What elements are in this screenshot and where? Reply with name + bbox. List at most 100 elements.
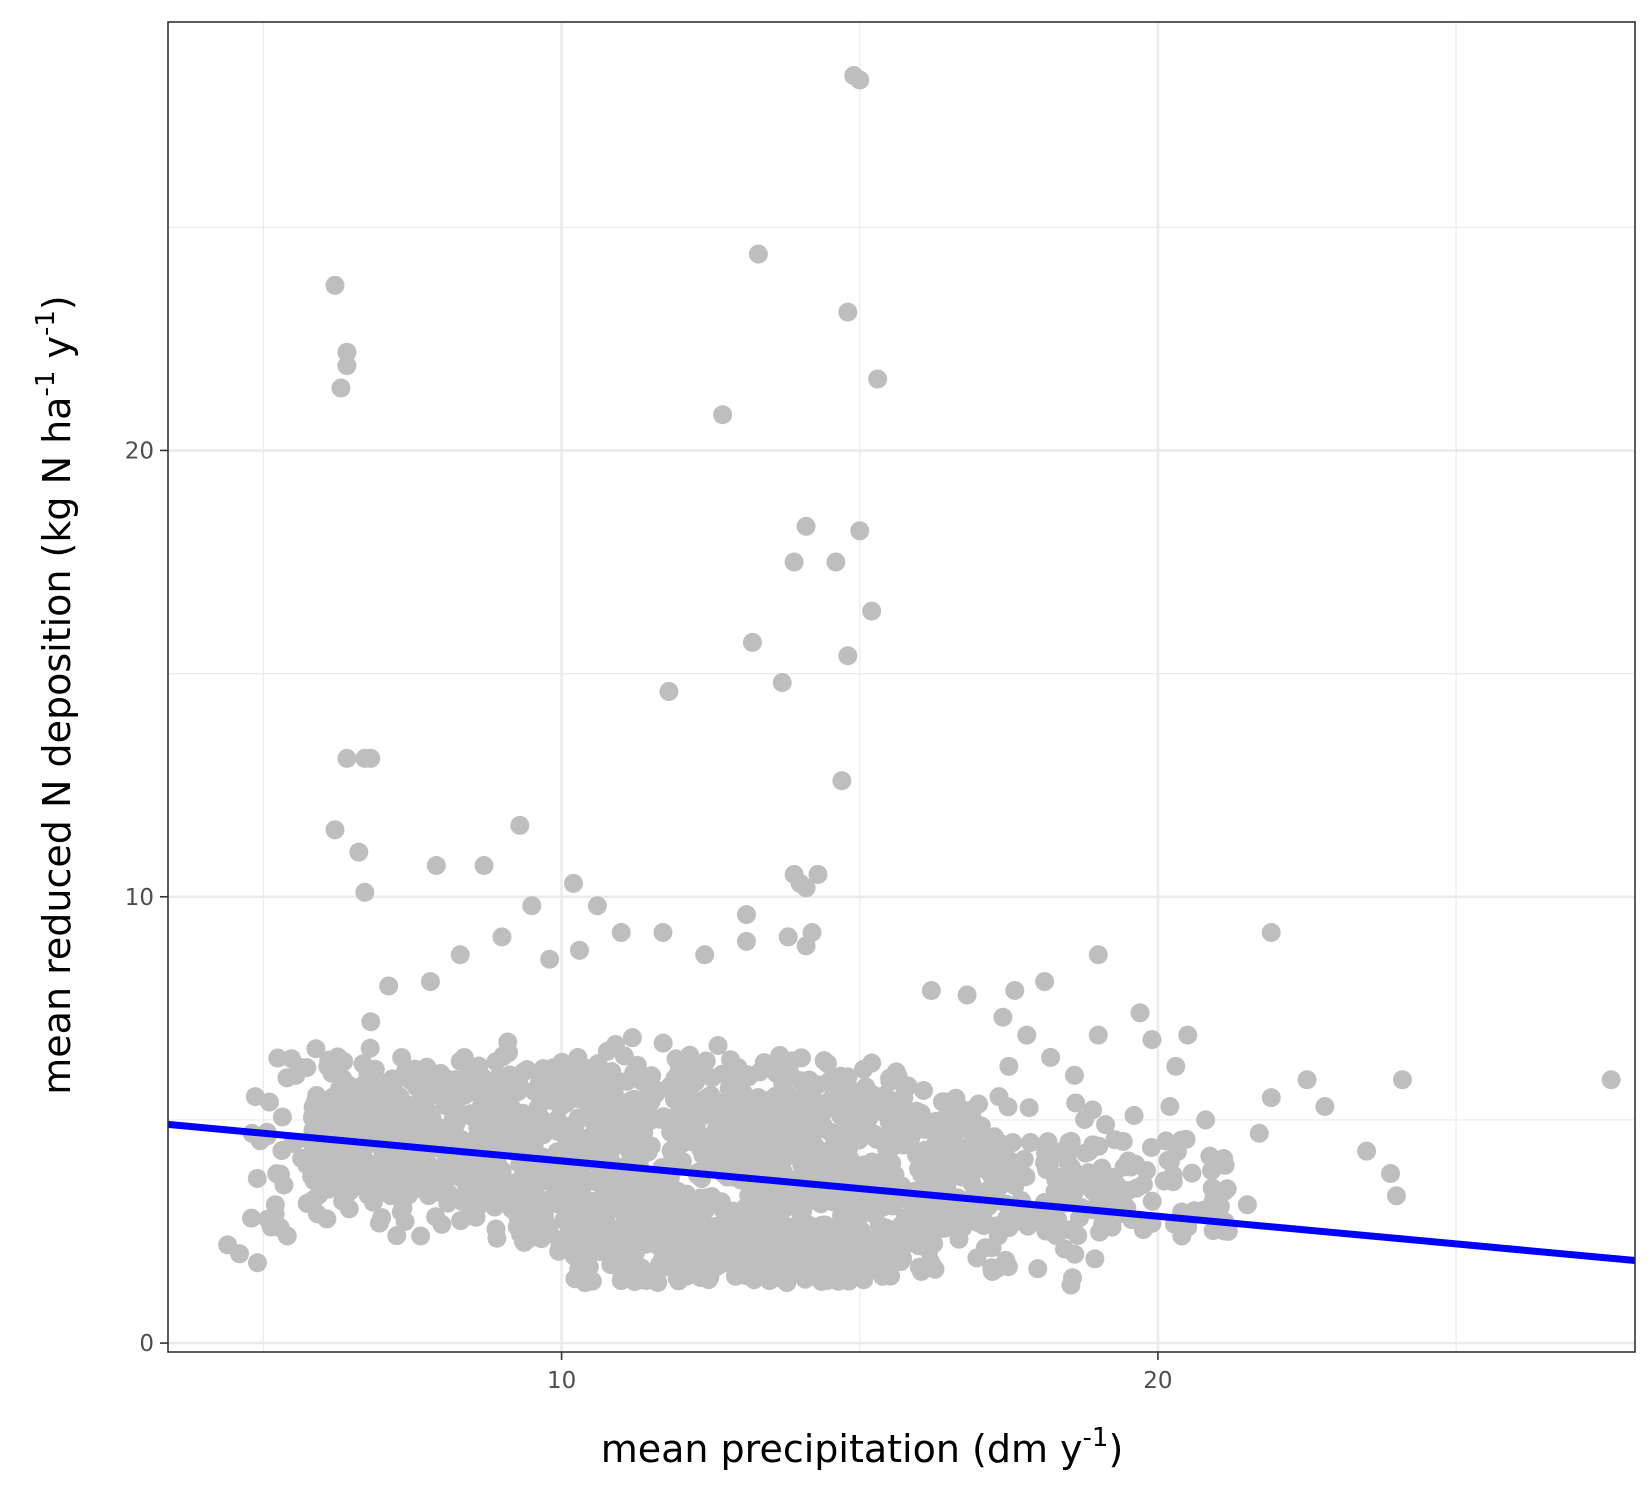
data-point bbox=[1133, 1174, 1153, 1194]
data-point bbox=[1130, 1003, 1150, 1023]
data-point bbox=[1142, 1191, 1162, 1211]
data-point bbox=[1249, 1123, 1269, 1143]
data-point bbox=[1381, 1163, 1400, 1183]
data-point bbox=[862, 601, 882, 621]
data-point bbox=[522, 896, 542, 916]
data-point bbox=[381, 1120, 401, 1140]
data-point bbox=[355, 882, 375, 902]
data-point bbox=[494, 1172, 514, 1192]
data-point bbox=[471, 1097, 491, 1117]
data-point bbox=[1068, 1225, 1088, 1245]
data-point bbox=[1141, 1137, 1161, 1157]
data-point bbox=[490, 1188, 510, 1208]
data-point bbox=[603, 1167, 623, 1187]
data-point bbox=[917, 1143, 937, 1163]
data-point bbox=[682, 1124, 702, 1144]
data-point bbox=[568, 1047, 588, 1067]
data-point bbox=[459, 1206, 479, 1226]
data-point bbox=[796, 878, 816, 898]
data-point bbox=[1261, 1088, 1281, 1108]
data-point bbox=[495, 1091, 515, 1111]
data-point bbox=[838, 302, 858, 322]
data-point bbox=[353, 1054, 373, 1074]
data-point bbox=[1172, 1226, 1192, 1246]
data-point bbox=[779, 1189, 799, 1209]
data-point bbox=[921, 980, 941, 1000]
data-point bbox=[1038, 1132, 1058, 1152]
data-point bbox=[530, 1076, 550, 1096]
data-point bbox=[893, 1113, 913, 1133]
data-point bbox=[332, 1068, 352, 1088]
data-point bbox=[585, 1119, 605, 1139]
data-point bbox=[1088, 1025, 1108, 1045]
data-point bbox=[498, 1032, 518, 1052]
data-point bbox=[720, 1050, 740, 1070]
data-point bbox=[645, 1264, 665, 1284]
data-point bbox=[578, 1259, 598, 1279]
data-point bbox=[997, 1171, 1017, 1191]
data-point bbox=[355, 748, 375, 768]
data-point bbox=[358, 1105, 378, 1125]
data-point bbox=[529, 1115, 549, 1135]
data-point bbox=[602, 1219, 622, 1239]
data-point bbox=[1036, 1221, 1056, 1241]
data-point bbox=[1066, 1093, 1086, 1113]
data-point bbox=[772, 673, 792, 693]
data-point bbox=[712, 1064, 732, 1084]
data-point bbox=[1207, 1189, 1227, 1209]
data-point bbox=[677, 1266, 697, 1286]
data-point bbox=[799, 1084, 819, 1104]
data-point bbox=[881, 1266, 901, 1286]
data-point bbox=[810, 1222, 830, 1242]
data-point bbox=[563, 1141, 583, 1161]
data-point bbox=[478, 1171, 498, 1191]
data-point bbox=[860, 1191, 880, 1211]
data-point bbox=[736, 905, 756, 925]
data-point bbox=[728, 1265, 748, 1285]
data-point bbox=[636, 1234, 656, 1254]
data-point bbox=[791, 1048, 811, 1068]
data-point bbox=[1160, 1097, 1180, 1117]
data-point bbox=[842, 1128, 862, 1148]
x-tick-label: 10 bbox=[547, 1368, 576, 1394]
data-point bbox=[411, 1226, 431, 1246]
data-point bbox=[653, 1033, 673, 1053]
data-point bbox=[1028, 1259, 1048, 1279]
data-point bbox=[1261, 922, 1281, 942]
data-point bbox=[862, 1053, 882, 1073]
data-point bbox=[486, 1052, 506, 1072]
data-point bbox=[1156, 1131, 1176, 1151]
data-point bbox=[265, 1195, 285, 1215]
data-point bbox=[521, 1161, 541, 1181]
data-point bbox=[277, 1226, 297, 1246]
data-point bbox=[664, 1237, 684, 1257]
data-point bbox=[850, 521, 870, 541]
data-point bbox=[241, 1208, 261, 1228]
data-point bbox=[746, 1256, 766, 1276]
data-point bbox=[784, 552, 804, 572]
data-point bbox=[693, 1093, 713, 1113]
data-point bbox=[481, 1080, 501, 1100]
data-point bbox=[580, 1089, 600, 1109]
data-point bbox=[585, 1216, 605, 1236]
data-point bbox=[804, 1121, 824, 1141]
x-tick-label: 20 bbox=[1143, 1368, 1172, 1394]
data-point bbox=[771, 1085, 791, 1105]
data-point bbox=[909, 1236, 929, 1256]
data-point bbox=[646, 1083, 666, 1103]
data-point bbox=[738, 1067, 758, 1087]
data-point bbox=[796, 516, 816, 536]
data-point bbox=[337, 356, 357, 376]
dense-point-cloud bbox=[242, 1028, 1238, 1295]
data-point bbox=[297, 1155, 317, 1175]
data-point bbox=[967, 1248, 987, 1268]
data-point bbox=[975, 1132, 995, 1152]
data-point bbox=[1089, 1180, 1109, 1200]
data-point bbox=[933, 1217, 953, 1237]
data-point bbox=[814, 1051, 834, 1071]
data-point bbox=[247, 1168, 267, 1188]
data-point bbox=[934, 1142, 954, 1162]
data-point bbox=[331, 378, 351, 398]
data-point bbox=[439, 1184, 459, 1204]
data-point bbox=[871, 1102, 891, 1122]
